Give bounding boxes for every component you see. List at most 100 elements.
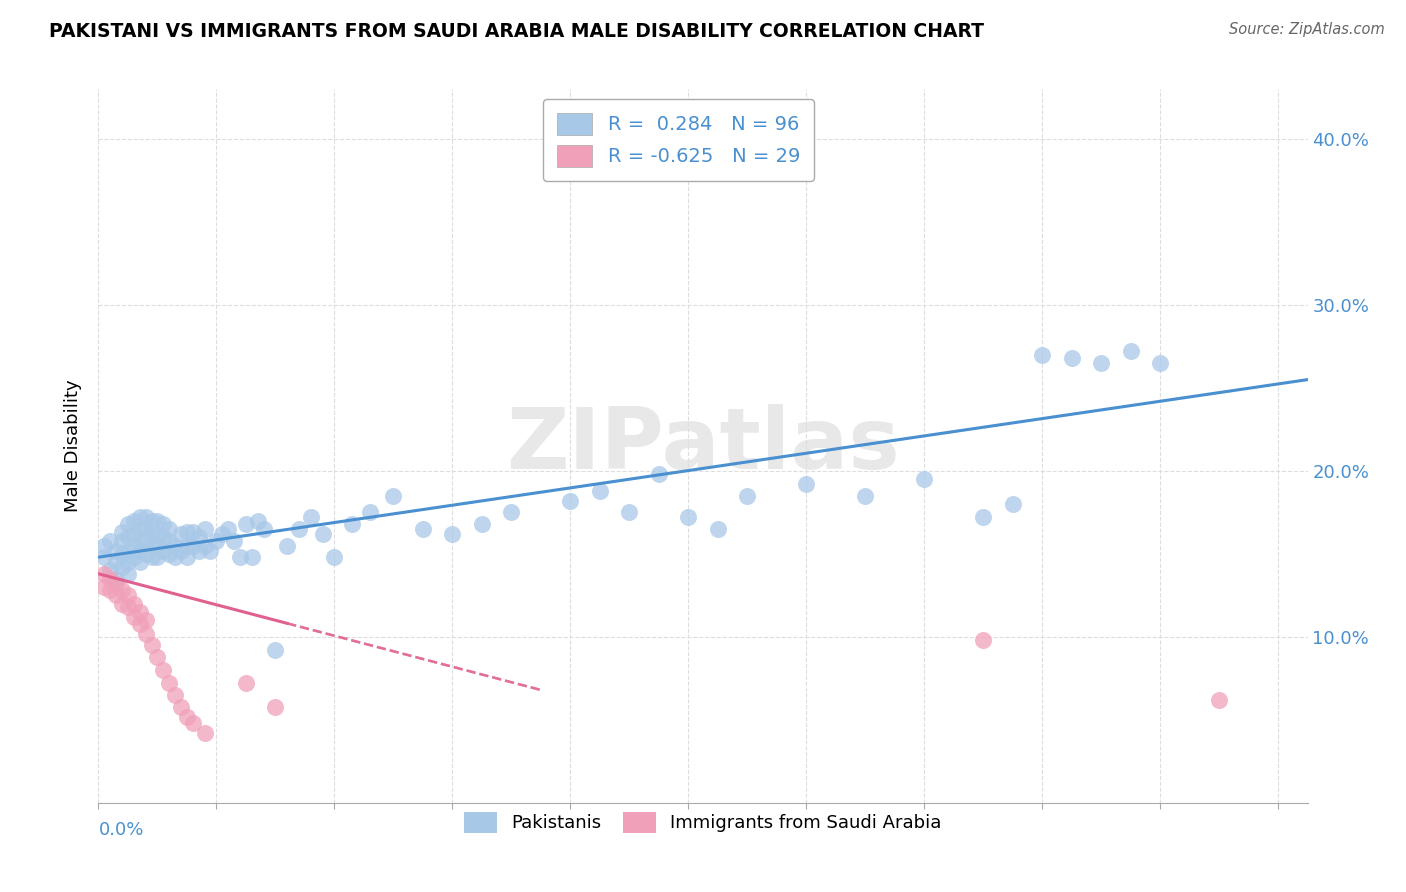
Point — [229, 550, 252, 565]
Point — [157, 547, 180, 561]
Point — [170, 543, 193, 558]
Point — [853, 489, 876, 503]
Point — [152, 543, 174, 558]
Point — [111, 583, 134, 598]
Point — [141, 514, 163, 528]
Point — [181, 716, 204, 731]
Point — [128, 510, 150, 524]
Point — [276, 539, 298, 553]
Point — [589, 483, 612, 498]
Point — [157, 533, 180, 548]
Point — [105, 588, 128, 602]
Point — [98, 533, 121, 548]
Point — [735, 489, 758, 503]
Point — [128, 605, 150, 619]
Point — [128, 555, 150, 569]
Point — [311, 527, 333, 541]
Point — [146, 649, 169, 664]
Point — [128, 543, 150, 558]
Point — [340, 516, 363, 531]
Point — [105, 572, 128, 586]
Point — [560, 493, 582, 508]
Point — [176, 709, 198, 723]
Point — [128, 616, 150, 631]
Point — [501, 505, 523, 519]
Point — [382, 489, 405, 503]
Point — [93, 580, 115, 594]
Point — [194, 539, 217, 553]
Point — [93, 539, 115, 553]
Point — [117, 588, 139, 602]
Point — [246, 514, 269, 528]
Point — [152, 516, 174, 531]
Point — [912, 472, 935, 486]
Point — [794, 477, 817, 491]
Point — [152, 530, 174, 544]
Point — [117, 555, 139, 569]
Point — [93, 550, 115, 565]
Point — [288, 522, 311, 536]
Point — [122, 527, 145, 541]
Point — [93, 566, 115, 581]
Point — [176, 539, 198, 553]
Point — [105, 543, 128, 558]
Point — [105, 555, 128, 569]
Point — [128, 533, 150, 548]
Point — [648, 467, 671, 482]
Point — [187, 543, 209, 558]
Point — [194, 522, 217, 536]
Point — [170, 527, 193, 541]
Point — [972, 510, 994, 524]
Point — [187, 530, 209, 544]
Point — [146, 539, 169, 553]
Point — [222, 533, 245, 548]
Point — [98, 583, 121, 598]
Point — [105, 576, 128, 591]
Point — [264, 643, 287, 657]
Point — [135, 613, 157, 627]
Point — [122, 514, 145, 528]
Text: Source: ZipAtlas.com: Source: ZipAtlas.com — [1229, 22, 1385, 37]
Point — [235, 516, 257, 531]
Point — [122, 550, 145, 565]
Point — [111, 525, 134, 540]
Point — [165, 550, 187, 565]
Point — [412, 522, 434, 536]
Point — [165, 688, 187, 702]
Point — [200, 543, 222, 558]
Point — [117, 516, 139, 531]
Point — [157, 676, 180, 690]
Text: ZIPatlas: ZIPatlas — [506, 404, 900, 488]
Point — [117, 599, 139, 614]
Point — [141, 638, 163, 652]
Point — [252, 522, 274, 536]
Point — [299, 510, 322, 524]
Point — [211, 527, 233, 541]
Point — [141, 539, 163, 553]
Point — [678, 510, 700, 524]
Point — [181, 539, 204, 553]
Point — [111, 597, 134, 611]
Point — [122, 597, 145, 611]
Text: PAKISTANI VS IMMIGRANTS FROM SAUDI ARABIA MALE DISABILITY CORRELATION CHART: PAKISTANI VS IMMIGRANTS FROM SAUDI ARABI… — [49, 22, 984, 41]
Point — [146, 550, 169, 565]
Point — [1119, 344, 1142, 359]
Point — [1001, 497, 1024, 511]
Point — [117, 543, 139, 558]
Y-axis label: Male Disability: Male Disability — [63, 380, 82, 512]
Point — [135, 547, 157, 561]
Point — [194, 726, 217, 740]
Point — [1060, 351, 1083, 365]
Point — [170, 699, 193, 714]
Point — [141, 527, 163, 541]
Point — [1031, 348, 1053, 362]
Point — [117, 530, 139, 544]
Point — [128, 522, 150, 536]
Point — [146, 514, 169, 528]
Point — [122, 539, 145, 553]
Legend: Pakistanis, Immigrants from Saudi Arabia: Pakistanis, Immigrants from Saudi Arabia — [454, 801, 952, 844]
Point — [135, 510, 157, 524]
Point — [264, 699, 287, 714]
Point — [359, 505, 381, 519]
Point — [323, 550, 346, 565]
